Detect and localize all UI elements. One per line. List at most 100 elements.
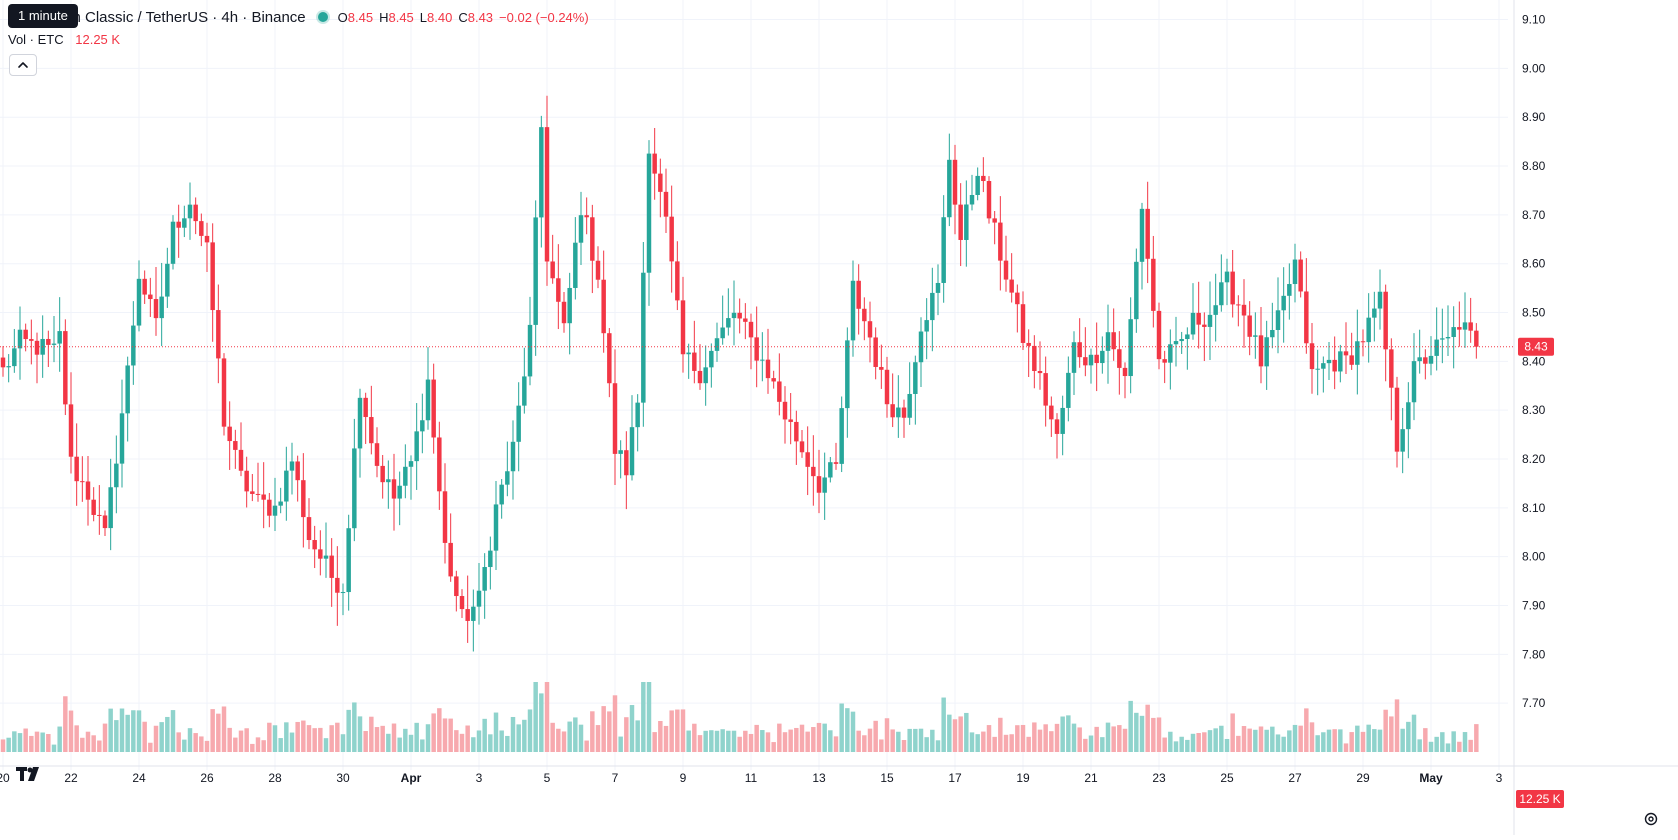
volume-bar (1377, 729, 1383, 752)
volume-bar (958, 716, 963, 752)
candle-body (663, 191, 669, 217)
candle-body (1015, 292, 1020, 305)
candle-body (1474, 330, 1479, 347)
volume-bar (1139, 715, 1145, 752)
volume-bar (1332, 729, 1337, 752)
volume-bar (437, 708, 442, 752)
candle-body (867, 321, 873, 338)
candle-body (595, 260, 601, 280)
candle-body (244, 470, 249, 492)
candle-body (601, 279, 606, 334)
x-tick-label: 28 (268, 771, 282, 785)
candle-body (1100, 350, 1105, 364)
volume-bar (1440, 732, 1445, 752)
y-tick-label: 8.80 (1522, 159, 1546, 173)
candle-body (306, 517, 312, 541)
candle-body (1156, 310, 1162, 360)
volume-bar (1406, 721, 1411, 752)
candle-body (1037, 370, 1043, 374)
candle-body (516, 405, 521, 442)
candle-body (901, 407, 907, 418)
candle-body (1270, 329, 1275, 338)
volume-bar (391, 723, 397, 752)
candle-body (981, 175, 986, 182)
volume-bar (935, 740, 941, 752)
volume-bar (828, 730, 833, 752)
volume-bar (1026, 736, 1031, 752)
candle-body (363, 397, 368, 418)
x-tick-label: 3 (1496, 771, 1503, 785)
candle-body (913, 362, 918, 394)
symbol-title[interactable]: um Classic / TetherUS · 4h · Binance (60, 8, 306, 26)
volume-bar (244, 728, 249, 752)
candle-body (969, 194, 975, 205)
volume-bar (102, 723, 108, 752)
volume-bar (550, 722, 555, 752)
volume-bar (1394, 699, 1400, 752)
candle-body (590, 217, 595, 261)
volume-bar (148, 742, 153, 752)
volume-bar (527, 709, 533, 752)
volume-bar (629, 705, 635, 752)
candle-body (709, 350, 714, 368)
y-tick-label: 8.60 (1522, 257, 1546, 271)
candle-body (726, 318, 731, 328)
volume-bar (227, 727, 232, 752)
candle-body (1304, 291, 1309, 344)
candle-body (890, 404, 895, 418)
candle-body (153, 299, 159, 319)
volume-bar (1434, 736, 1439, 752)
volume-bar (1196, 733, 1201, 752)
volume-bar (539, 693, 544, 752)
volume-legend: Vol · ETC 12.25 K (8, 32, 120, 47)
volume-bar (425, 724, 431, 752)
volume-bar (46, 734, 51, 752)
volume-bar (1292, 724, 1298, 752)
volume-bar (1383, 709, 1388, 752)
volume-bar (40, 732, 45, 752)
volume-bar (114, 720, 119, 752)
y-tick-label: 8.50 (1522, 306, 1546, 320)
volume-bar (68, 710, 74, 752)
volume-bar (1270, 726, 1275, 752)
candle-body (584, 215, 589, 218)
candle-body (12, 348, 17, 367)
candle-body (1151, 258, 1156, 311)
volume-bar (187, 728, 193, 752)
candle-body (998, 222, 1003, 261)
last-price-badge (1518, 337, 1554, 356)
volume-bar (108, 708, 113, 752)
volume-bar (1445, 743, 1451, 752)
candle-body (1128, 319, 1133, 377)
candle-body (97, 514, 102, 516)
volume-bar (794, 727, 799, 752)
candle-body (357, 397, 363, 449)
candle-body (80, 481, 85, 483)
volume-bar (612, 695, 618, 752)
y-tick-label: 7.90 (1522, 599, 1546, 613)
candle-body (703, 367, 708, 384)
candle-body (947, 159, 952, 218)
volume-bar (23, 728, 28, 752)
volume-bar (1389, 716, 1394, 752)
candle-body (1389, 349, 1394, 388)
volume-bar (170, 710, 176, 752)
candle-body (1026, 342, 1031, 346)
volume-bar (1457, 741, 1462, 752)
candle-body (760, 359, 765, 361)
candle-body (1326, 359, 1332, 364)
volume-bar (193, 733, 198, 752)
collapse-legend-button[interactable] (9, 54, 37, 76)
volume-bar (607, 711, 612, 752)
chart-settings-button[interactable] (1640, 808, 1662, 830)
volume-bar (352, 702, 357, 752)
candle-body (1071, 342, 1077, 373)
volume-bar (182, 739, 187, 752)
volume-bar (884, 718, 890, 752)
candle-body (686, 352, 691, 355)
tradingview-logo-icon[interactable] (12, 760, 48, 788)
candle-body (159, 296, 164, 319)
volume-bar (1145, 704, 1150, 752)
